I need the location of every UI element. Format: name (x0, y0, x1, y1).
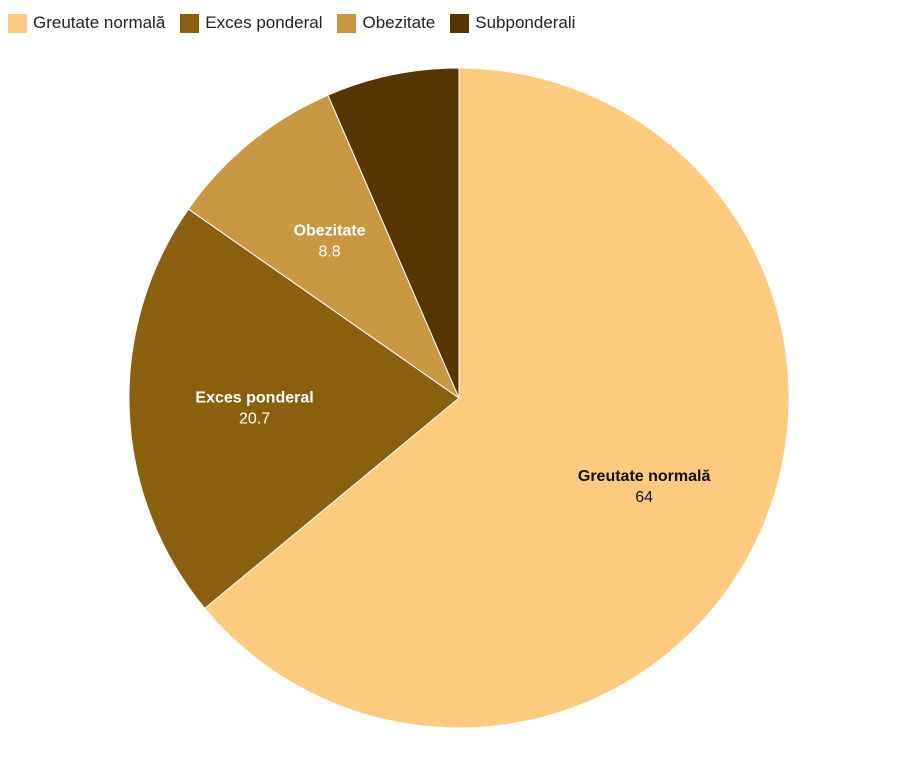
legend-item-subponderali[interactable]: Subponderali (450, 13, 575, 33)
slice-label-name-2: Obezitate (294, 223, 366, 240)
legend-swatch (180, 13, 200, 33)
slice-label-value-2: 8.8 (318, 244, 340, 261)
legend-item-greutate-normala[interactable]: Greutate normală (8, 13, 165, 33)
legend-swatch (450, 13, 470, 33)
pie-slice-2[interactable] (187, 94, 461, 400)
slice-label-value-1: 20.7 (239, 410, 270, 427)
slice-label-value-0: 64 (635, 489, 653, 506)
legend-label: Obezitate (362, 13, 436, 32)
slice-label-name-1: Exces ponderal (195, 389, 313, 406)
slice-label-name-0: Greutate normală (578, 468, 711, 485)
pie-slice-0[interactable] (204, 67, 790, 729)
chart-legend: Greutate normală Exces ponderal Obezitat… (8, 13, 590, 33)
pie-slice-1[interactable] (128, 208, 460, 610)
legend-swatch (337, 13, 357, 33)
legend-label: Subponderali (475, 13, 576, 32)
legend-label: Greutate normală (33, 13, 166, 32)
legend-item-exces-ponderal[interactable]: Exces ponderal (180, 13, 322, 33)
legend-label: Exces ponderal (205, 13, 323, 32)
legend-item-obezitate[interactable]: Obezitate (337, 13, 435, 33)
pie-slice-3[interactable] (327, 67, 460, 399)
legend-swatch (8, 13, 27, 33)
